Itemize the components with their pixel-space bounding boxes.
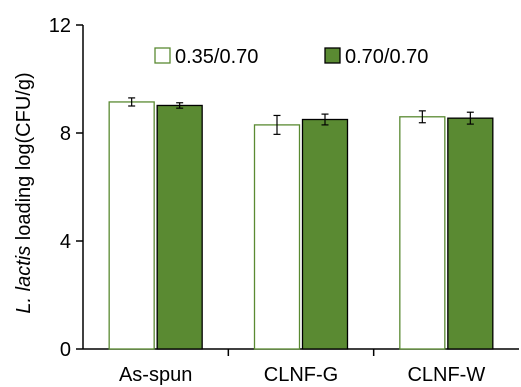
x-category-label: As-spun bbox=[119, 364, 192, 386]
bar bbox=[156, 104, 203, 350]
bar bbox=[253, 124, 301, 350]
bar bbox=[399, 116, 446, 350]
plot-area: 0 4 8 12 As-spun CLNF-G CLNF-W 0.35/0.70 0.70/0.… bbox=[49, 15, 519, 386]
legend-label: 0.35/0.70 bbox=[175, 46, 258, 68]
x-category-label: CLNF-G bbox=[264, 364, 338, 386]
x-category-label: CLNF-W bbox=[407, 364, 485, 386]
bar bbox=[108, 101, 155, 350]
legend-swatch bbox=[324, 47, 341, 64]
y-axis-label-rest: loading log(CFU/g) bbox=[13, 72, 35, 245]
y-tick-label: 4 bbox=[60, 231, 71, 253]
legend-swatch bbox=[154, 47, 171, 64]
y-axis-label-italic: L. lactis bbox=[13, 246, 35, 314]
y-axis-label: L. lactis loading log(CFU/g) bbox=[13, 72, 35, 313]
bar bbox=[447, 117, 494, 350]
y-tick-label: 0 bbox=[60, 339, 71, 361]
y-tick-label: 12 bbox=[49, 15, 71, 37]
y-tick-label: 8 bbox=[60, 123, 71, 145]
bar bbox=[301, 118, 349, 350]
legend-label: 0.70/0.70 bbox=[345, 46, 428, 68]
